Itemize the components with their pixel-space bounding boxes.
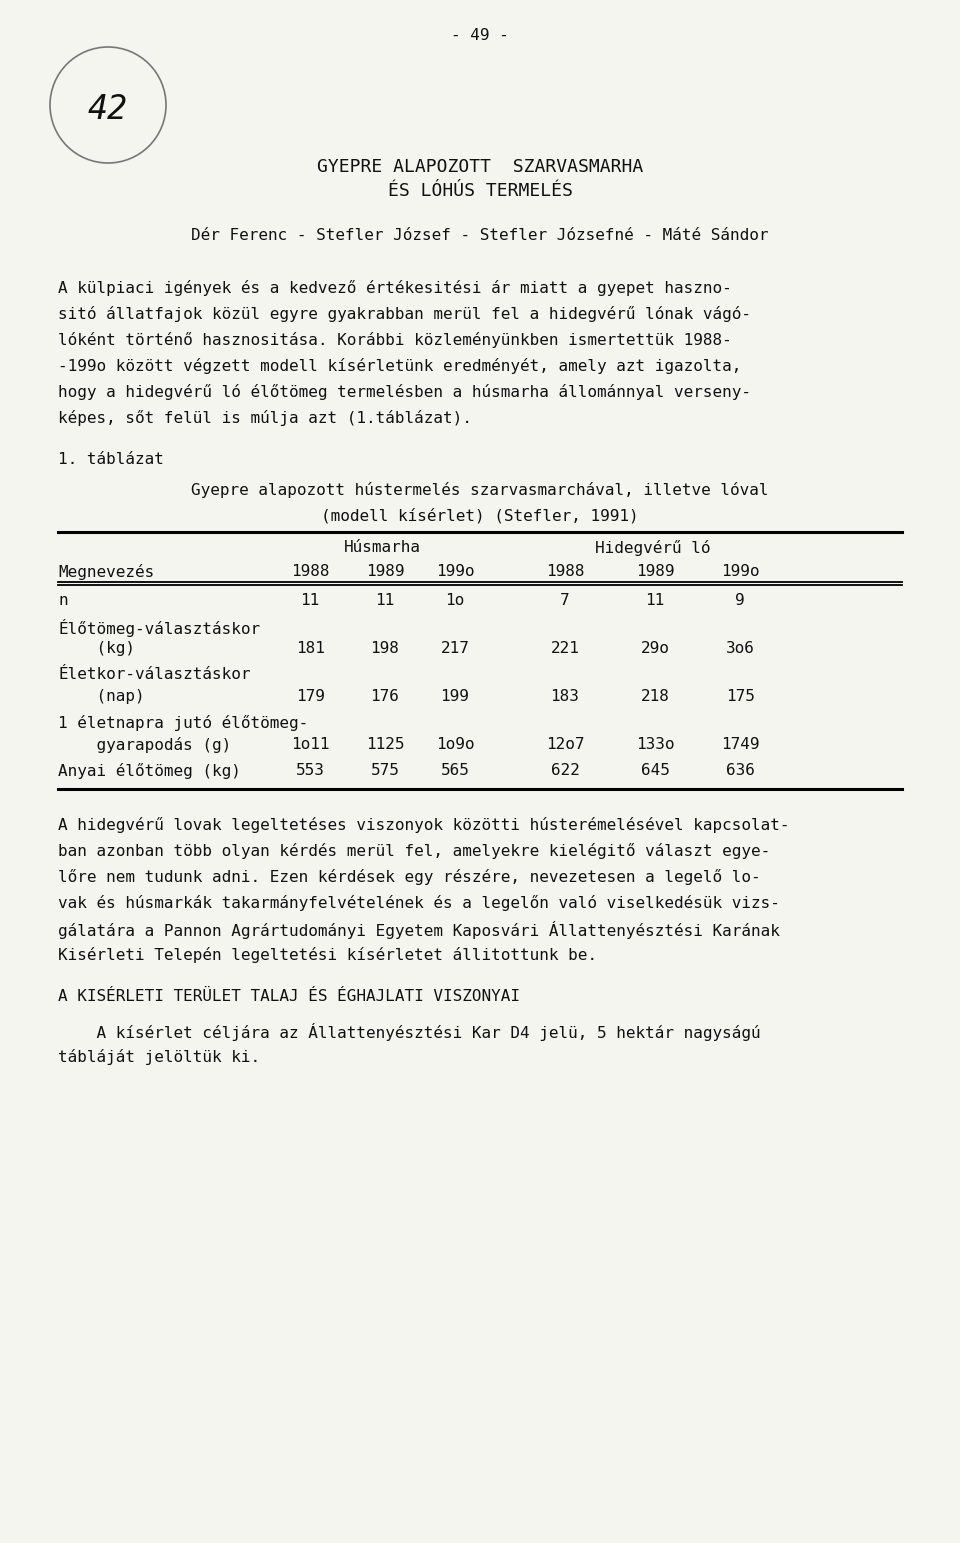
Text: 1125: 1125: [366, 738, 404, 751]
Text: 1989: 1989: [636, 565, 674, 579]
Text: 565: 565: [441, 762, 469, 778]
Text: A kísérlet céljára az Állattenyésztési Kar D4 jelü, 5 hektár nagyságú: A kísérlet céljára az Állattenyésztési K…: [58, 1023, 760, 1042]
Text: Anyai élőtömeg (kg): Anyai élőtömeg (kg): [58, 762, 241, 779]
Text: lőre nem tudunk adni. Ezen kérdések egy részére, nevezetesen a legelő lo-: lőre nem tudunk adni. Ezen kérdések egy …: [58, 869, 760, 886]
Text: - 49 -: - 49 -: [451, 28, 509, 43]
Text: 645: 645: [640, 762, 669, 778]
Text: képes, sőt felül is múlja azt (1.táblázat).: képes, sőt felül is múlja azt (1.tábláza…: [58, 410, 472, 426]
Text: 1o9o: 1o9o: [436, 738, 474, 751]
Text: lóként történő hasznositása. Korábbi közleményünkben ismertettük 1988-: lóként történő hasznositása. Korábbi köz…: [58, 332, 732, 349]
Text: Dér Ferenc - Stefler József - Stefler Józsefné - Máté Sándor: Dér Ferenc - Stefler József - Stefler Jó…: [191, 228, 769, 242]
Text: gálatára a Pannon Agrártudományi Egyetem Kaposvári Állattenyésztési Karának: gálatára a Pannon Agrártudományi Egyetem…: [58, 921, 780, 940]
Text: sitó állatfajok közül egyre gyakrabban merül fel a hidegvérű lónak vágó-: sitó állatfajok közül egyre gyakrabban m…: [58, 306, 751, 322]
Text: 179: 179: [296, 690, 324, 704]
Text: -199o között végzett modell kísérletünk eredményét, amely azt igazolta,: -199o között végzett modell kísérletünk …: [58, 358, 741, 373]
Text: 199o: 199o: [436, 565, 474, 579]
Text: ban azonban több olyan kérdés merül fel, amelyekre kielégitő választ egye-: ban azonban több olyan kérdés merül fel,…: [58, 842, 770, 859]
Text: A KISÉRLETI TERÜLET TALAJ ÉS ÉGHAJLATI VISZONYAI: A KISÉRLETI TERÜLET TALAJ ÉS ÉGHAJLATI V…: [58, 989, 520, 1004]
Text: 1o11: 1o11: [291, 738, 329, 751]
Text: 1749: 1749: [721, 738, 759, 751]
Text: 183: 183: [551, 690, 580, 704]
Text: (kg): (kg): [58, 640, 135, 656]
Text: 175: 175: [726, 690, 755, 704]
Text: 181: 181: [296, 640, 324, 656]
Text: 553: 553: [296, 762, 324, 778]
Text: 198: 198: [371, 640, 399, 656]
Text: 636: 636: [726, 762, 755, 778]
Text: A hidegvérű lovak legeltetéses viszonyok közötti hústerémelésével kapcsolat-: A hidegvérű lovak legeltetéses viszonyok…: [58, 816, 789, 833]
Text: 221: 221: [551, 640, 580, 656]
Text: gyarapodás (g): gyarapodás (g): [58, 738, 231, 753]
Text: 29o: 29o: [640, 640, 669, 656]
Text: 11: 11: [375, 593, 395, 608]
Text: 133o: 133o: [636, 738, 674, 751]
Text: 176: 176: [371, 690, 399, 704]
Text: 1 életnapra jutó élőtömeg-: 1 életnapra jutó élőtömeg-: [58, 714, 308, 731]
Text: tábláját jelöltük ki.: tábláját jelöltük ki.: [58, 1049, 260, 1065]
Text: 622: 622: [551, 762, 580, 778]
Text: Megnevezés: Megnevezés: [58, 565, 155, 580]
Text: 1988: 1988: [291, 565, 329, 579]
Text: vak és húsmarkák takarmányfelvételének és a legelőn való viselkedésük vizs-: vak és húsmarkák takarmányfelvételének é…: [58, 895, 780, 910]
Text: GYEPRE ALAPOZOTT  SZARVASMARHA: GYEPRE ALAPOZOTT SZARVASMARHA: [317, 157, 643, 176]
Text: 199o: 199o: [721, 565, 759, 579]
Text: 3o6: 3o6: [726, 640, 755, 656]
Text: Élőtömeg-választáskor: Élőtömeg-választáskor: [58, 619, 260, 637]
Text: 1989: 1989: [366, 565, 404, 579]
Text: Gyepre alapozott hústermelés szarvasmarchával, illetve lóval: Gyepre alapozott hústermelés szarvasmarc…: [191, 481, 769, 498]
Text: Hidegvérű ló: Hidegvérű ló: [595, 540, 710, 555]
Text: 218: 218: [640, 690, 669, 704]
Text: hogy a hidegvérű ló élőtömeg termelésben a húsmarha állománnyal verseny-: hogy a hidegvérű ló élőtömeg termelésben…: [58, 384, 751, 400]
Text: 575: 575: [371, 762, 399, 778]
Text: 9: 9: [735, 593, 745, 608]
Text: 199: 199: [441, 690, 469, 704]
Text: Húsmarha: Húsmarha: [344, 540, 421, 555]
Text: 11: 11: [645, 593, 664, 608]
Text: 1. táblázat: 1. táblázat: [58, 452, 164, 468]
Text: 11: 11: [300, 593, 320, 608]
Text: 1o: 1o: [445, 593, 465, 608]
Text: Életkor-választáskor: Életkor-választáskor: [58, 667, 251, 682]
Text: ÉS LÓHÚS TERMELÉS: ÉS LÓHÚS TERMELÉS: [388, 182, 572, 201]
Text: A külpiaci igények és a kedvező értékesitési ár miatt a gyepet haszno-: A külpiaci igények és a kedvező értékesi…: [58, 279, 732, 296]
Text: n: n: [58, 593, 67, 608]
Text: (modell kísérlet) (Stefler, 1991): (modell kísérlet) (Stefler, 1991): [322, 508, 638, 523]
Text: 217: 217: [441, 640, 469, 656]
Text: Kisérleti Telepén legeltetési kísérletet állitottunk be.: Kisérleti Telepén legeltetési kísérletet…: [58, 947, 597, 963]
Text: 7: 7: [561, 593, 570, 608]
Text: 42: 42: [88, 93, 128, 127]
Text: (nap): (nap): [58, 690, 145, 704]
Text: 12o7: 12o7: [545, 738, 585, 751]
Text: 1988: 1988: [545, 565, 585, 579]
